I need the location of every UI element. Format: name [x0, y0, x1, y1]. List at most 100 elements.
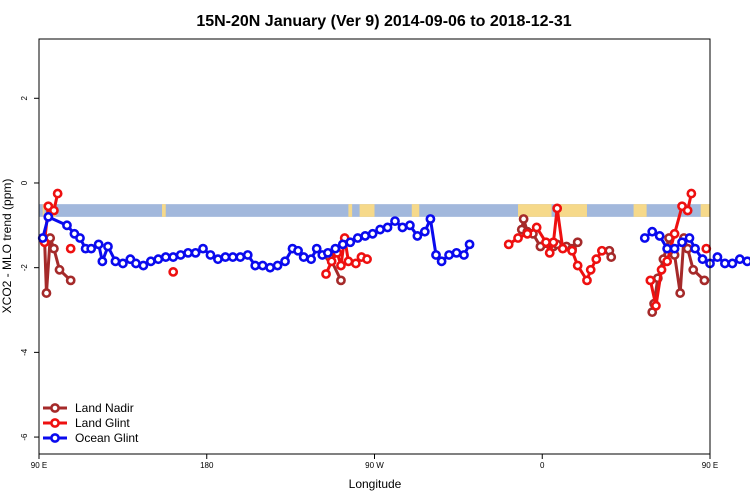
x-tick-label: 180 — [200, 461, 214, 470]
data-point — [436, 256, 447, 267]
data-point — [697, 254, 708, 265]
data-point — [382, 222, 393, 233]
data-point — [544, 247, 555, 258]
data-point — [682, 205, 693, 216]
data-point — [412, 231, 423, 241]
data-point — [49, 243, 59, 254]
y-tick-label: -2 — [20, 264, 29, 272]
data-point — [662, 256, 673, 267]
data-point — [198, 243, 208, 254]
data-point — [459, 250, 469, 260]
data-point — [323, 247, 333, 258]
land-patch — [411, 204, 420, 217]
data-point — [293, 245, 303, 256]
data-point — [712, 252, 723, 262]
x-axis-label: Longitude — [349, 477, 402, 491]
y-tick-label: 2 — [20, 96, 29, 101]
data-point — [662, 243, 673, 254]
series-layer — [37, 188, 750, 318]
data-point — [585, 264, 596, 275]
data-point — [582, 275, 592, 286]
data-point — [675, 288, 686, 298]
data-point — [645, 275, 656, 286]
data-point — [103, 241, 113, 252]
land-patch — [348, 204, 353, 217]
data-point — [686, 188, 697, 199]
legend-item: Ocean Glint — [43, 431, 139, 445]
land-patch — [42, 204, 45, 217]
data-point — [65, 275, 76, 286]
data-point — [727, 258, 738, 269]
y-axis-label: XCO2 - MLO trend (ppm) — [0, 179, 14, 314]
data-point — [720, 258, 730, 269]
data-point — [375, 224, 385, 235]
data-point — [397, 222, 408, 233]
x-tick-label: 90 E — [702, 461, 718, 470]
data-point — [405, 220, 415, 231]
data-point — [656, 264, 667, 275]
data-point — [337, 239, 348, 250]
y-tick-label: 0 — [20, 180, 29, 185]
data-point — [513, 233, 523, 243]
data-point — [168, 252, 179, 262]
data-point — [572, 237, 583, 248]
data-point — [541, 237, 551, 248]
data-point — [131, 258, 141, 269]
data-point — [49, 205, 59, 216]
data-point — [227, 252, 238, 262]
data-point — [682, 243, 693, 254]
data-point — [639, 233, 650, 243]
data-point — [522, 228, 533, 239]
data-point — [330, 243, 341, 254]
series-land-glint — [39, 188, 712, 311]
legend-item: Land Glint — [43, 416, 130, 430]
data-point — [235, 252, 246, 262]
x-tick-label: 90 E — [31, 461, 47, 470]
data-point — [190, 247, 201, 258]
data-point — [62, 220, 72, 231]
data-point — [298, 252, 309, 262]
data-point — [451, 247, 462, 258]
data-point — [97, 256, 108, 267]
data-point — [606, 252, 617, 262]
data-point — [183, 247, 194, 258]
data-point — [431, 250, 441, 260]
data-point — [153, 254, 164, 265]
x-tick-label: 0 — [540, 461, 545, 470]
y-axis: 2 0 -2 -4 -6 — [20, 96, 39, 441]
data-point — [464, 239, 475, 250]
data-point — [306, 254, 317, 265]
data-point — [168, 267, 179, 277]
land-patch — [162, 204, 166, 217]
chart-title: 15N-20N January (Ver 9) 2014-09-06 to 20… — [196, 13, 571, 30]
data-point — [684, 233, 695, 243]
data-point — [503, 239, 514, 250]
data-point — [518, 214, 529, 224]
x-axis: 90 E 180 90 W 0 90 E — [31, 454, 718, 470]
land-patch — [633, 204, 647, 217]
land-patch — [559, 204, 587, 217]
x-tick-label: 90 W — [365, 461, 384, 470]
data-point — [345, 237, 356, 248]
data-point — [688, 264, 699, 275]
data-point — [336, 275, 346, 286]
background-band — [39, 204, 710, 217]
y-tick-label: -6 — [20, 433, 29, 441]
data-point — [419, 226, 430, 237]
data-point — [531, 222, 542, 233]
data-point — [257, 260, 268, 271]
data-point — [41, 288, 52, 298]
data-point — [280, 256, 290, 267]
data-point — [326, 256, 337, 267]
legend-swatch-marker — [50, 433, 60, 443]
data-point — [352, 233, 363, 243]
data-point — [160, 252, 171, 262]
data-point — [145, 256, 156, 267]
data-point — [690, 243, 700, 254]
data-point — [343, 256, 354, 267]
data-point — [117, 258, 128, 269]
data-point — [336, 260, 346, 271]
data-point — [265, 262, 276, 273]
series-ocean-glint — [37, 211, 750, 273]
